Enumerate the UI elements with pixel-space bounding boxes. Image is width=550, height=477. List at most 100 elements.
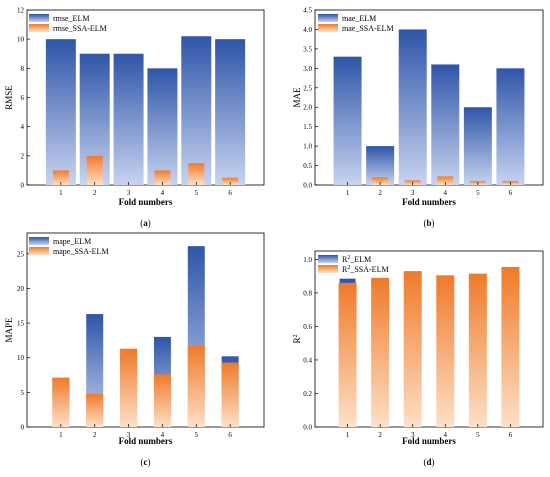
x-tick-label: 4 (161, 431, 165, 439)
legend-label-elm: mape_ELM (53, 237, 91, 246)
bar-ssa-elm-1 (338, 282, 357, 427)
y-tick-label: 4.0 (303, 26, 312, 34)
bar-elm-3 (398, 29, 427, 186)
bar-ssa-elm-2 (86, 393, 104, 427)
legend-swatch-elm (318, 14, 338, 22)
bar-ssa-elm-4 (153, 374, 171, 427)
x-tick-label: 1 (346, 189, 350, 197)
y-tick-label: 15 (17, 320, 25, 328)
legend-swatch-ssa-elm (29, 247, 49, 255)
legend-swatch-ssa-elm (29, 24, 49, 32)
x-tick-label: 2 (378, 431, 382, 439)
bar-ssa-elm-1 (52, 170, 69, 185)
legend-label-ssa-elm: mae_SSA-ELM (342, 24, 394, 33)
bar-elm-5 (463, 107, 492, 185)
bar-ssa-elm-4 (437, 176, 454, 185)
bar-ssa-elm-2 (372, 177, 389, 185)
y-tick-label: 4.5 (303, 7, 312, 15)
y-tick-label: 20 (17, 285, 25, 293)
y-tick-label: 0 (21, 424, 25, 432)
x-tick-label: 1 (59, 431, 63, 439)
legend-label-elm: mae_ELM (342, 14, 376, 23)
y-tick-label: 4 (21, 123, 25, 131)
x-tick-label: 5 (195, 431, 199, 439)
legend-swatch-elm (318, 255, 338, 263)
x-tick-label: 5 (476, 189, 480, 197)
x-tick-label: 3 (127, 189, 131, 197)
plot-frame (314, 250, 544, 428)
x-tick-label: 1 (59, 189, 63, 197)
y-tick-label: 0.2 (303, 390, 312, 398)
x-tick-label: 2 (378, 189, 382, 197)
y-tick-label: 0.8 (303, 289, 312, 297)
x-tick-label: 5 (476, 431, 480, 439)
x-tick-label: 3 (411, 189, 415, 197)
legend-label-elm: R2_ELM (342, 255, 371, 264)
bar-elm-1 (45, 39, 76, 185)
plot-frame (314, 9, 544, 186)
legend-swatch-elm (29, 237, 49, 245)
y-tick-label: 12 (17, 7, 25, 15)
y-tick-label: 25 (17, 250, 25, 258)
y-axis-label: MAE (292, 87, 302, 108)
legend-swatch-elm (29, 14, 49, 22)
x-tick-label: 3 (411, 431, 415, 439)
bar-elm-3 (113, 53, 144, 185)
y-tick-label: 5 (21, 389, 25, 397)
x-axis-label: Fold numbers (119, 436, 173, 446)
legend-swatch-ssa-elm (318, 265, 338, 273)
bar-ssa-elm-6 (221, 362, 239, 427)
bar-ssa-elm-3 (120, 348, 138, 427)
y-tick-label: 6 (21, 94, 25, 102)
legend-label-ssa-elm: rmse_SSA-ELM (53, 24, 107, 33)
x-axis-label: Fold numbers (402, 197, 456, 207)
y-tick-label: 10 (17, 354, 25, 362)
y-tick-label: 10 (17, 36, 25, 44)
bar-ssa-elm-5 (187, 345, 205, 427)
bar-elm-1 (333, 56, 362, 185)
y-tick-label: 3.0 (303, 65, 312, 73)
x-tick-label: 4 (444, 189, 448, 197)
y-tick-label: 1.0 (303, 256, 312, 264)
y-tick-label: 1.5 (303, 123, 312, 131)
y-tick-label: 3.5 (303, 45, 312, 53)
y-axis-label: MAPE (4, 317, 14, 343)
x-tick-label: 3 (127, 431, 131, 439)
bar-ssa-elm-5 (188, 163, 205, 185)
bar-ssa-elm-4 (436, 275, 455, 427)
chart-panel-3: 0 5 10 15 20 25 1 2 3 4 5 6 Fold numbers MAPE (c) mape_… (4, 232, 265, 467)
x-axis-label: Fold numbers (119, 197, 173, 207)
x-tick-label: 2 (93, 431, 97, 439)
y-tick-label: 0.6 (303, 323, 312, 331)
bar-elm-6 (496, 68, 525, 185)
panel-label: (b) (423, 218, 434, 228)
x-tick-label: 6 (228, 431, 232, 439)
x-tick-label: 6 (228, 189, 232, 197)
bar-elm-4 (147, 68, 178, 185)
bar-ssa-elm-5 (468, 273, 487, 427)
bar-ssa-elm-6 (222, 177, 239, 185)
x-tick-label: 6 (509, 431, 513, 439)
bar-ssa-elm-1 (52, 377, 70, 427)
x-tick-label: 2 (93, 189, 97, 197)
y-axis-label: RMSE (4, 85, 14, 110)
x-tick-label: 4 (444, 431, 448, 439)
plot-frame (26, 232, 265, 428)
y-tick-label: 0.0 (303, 424, 312, 432)
x-tick-label: 4 (161, 189, 165, 197)
y-tick-label: 2 (21, 152, 25, 160)
x-tick-label: 1 (346, 431, 350, 439)
x-tick-label: 5 (195, 189, 199, 197)
bar-elm-6 (215, 39, 246, 185)
legend-swatch-ssa-elm (318, 24, 338, 32)
panel-label: (d) (423, 457, 434, 467)
chart-panel-2: 0.0 0.5 1.0 1.5 2.0 2.5 3.0 3.5 4.0 4.5 1 2 3 4 5 6 Fold… (292, 7, 544, 228)
x-axis-label: Fold numbers (402, 436, 456, 446)
bar-ssa-elm-6 (501, 266, 520, 427)
bar-ssa-elm-4 (154, 170, 171, 185)
chart-panel-4: 0.0 0.2 0.4 0.6 0.8 1.0 1 2 3 4 5 6 Fold numbers R2 (d… (292, 250, 544, 467)
